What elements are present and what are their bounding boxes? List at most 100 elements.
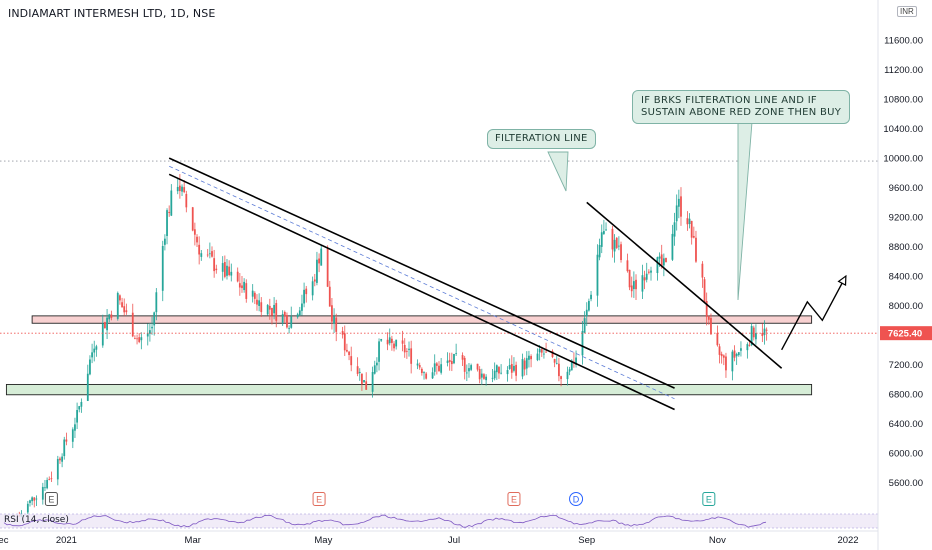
- candle-body: [358, 371, 361, 373]
- candle-body: [108, 314, 111, 320]
- candle-body: [465, 372, 468, 374]
- candle-body: [615, 237, 618, 248]
- candle-body: [318, 258, 320, 264]
- price-tick-label: 6000.00: [889, 449, 923, 460]
- candle-body: [166, 210, 168, 236]
- candle-body: [311, 281, 314, 296]
- candle-body: [241, 285, 243, 289]
- candle-body: [230, 271, 233, 276]
- event-marker-2: E: [507, 492, 521, 506]
- candle-body: [560, 376, 562, 380]
- rsi-band-fill: [0, 514, 878, 528]
- buy-note-line-1: IF BRKS FILTERATION LINE AND IF: [641, 95, 817, 106]
- candle-body: [346, 349, 348, 352]
- event-marker-4: E: [702, 492, 716, 506]
- candle-body: [256, 299, 258, 305]
- candle-body: [536, 353, 539, 361]
- candle-body: [440, 364, 443, 373]
- candle-body: [596, 254, 599, 296]
- candle-body: [528, 355, 530, 360]
- candle-body: [628, 269, 631, 288]
- candle-body: [483, 374, 485, 379]
- candle-body: [575, 357, 577, 365]
- candle-body: [59, 458, 61, 461]
- candle-body: [558, 363, 560, 377]
- candle-body: [365, 381, 368, 390]
- candle-body: [585, 309, 588, 317]
- candle-body: [138, 337, 141, 342]
- candle-body: [530, 356, 532, 360]
- price-tick-label: 9200.00: [889, 213, 923, 224]
- candle-body: [433, 363, 436, 372]
- candle-body: [41, 486, 44, 500]
- candle-body: [178, 185, 181, 192]
- candle-body: [555, 362, 558, 364]
- candle-body: [153, 312, 156, 326]
- candle-body: [581, 330, 584, 356]
- filteration-line-text: FILTERATION LINE: [495, 133, 588, 144]
- candle-body: [196, 236, 198, 243]
- candle-body: [286, 315, 288, 328]
- candle-body: [388, 337, 391, 344]
- price-tick-label: 8400.00: [889, 272, 923, 283]
- candle-body: [104, 322, 106, 329]
- filteration-callout-pointer: [547, 151, 569, 192]
- candle-body: [570, 360, 573, 371]
- candle-body: [635, 279, 637, 290]
- candle-body: [740, 348, 742, 351]
- candle-body: [89, 359, 91, 375]
- candle-body: [656, 257, 659, 274]
- candle-body: [543, 353, 545, 355]
- candle-body: [176, 186, 179, 192]
- candle-body: [333, 316, 335, 324]
- rsi-line: [3, 514, 767, 528]
- candle-body: [268, 305, 271, 310]
- candle-body: [525, 358, 528, 369]
- price-tick-label: 11200.00: [884, 65, 923, 76]
- candle-body: [508, 365, 511, 369]
- candle-body: [755, 333, 757, 340]
- last-price-label: 7625.40: [888, 329, 922, 340]
- candle-body: [288, 327, 290, 329]
- candle-body: [722, 355, 725, 358]
- candle-body: [380, 339, 383, 341]
- candle-body: [523, 360, 526, 370]
- dividend-icon: [569, 492, 584, 506]
- candle-body: [510, 364, 513, 373]
- candle-body: [695, 237, 697, 262]
- candle-body: [701, 263, 704, 278]
- candle-body: [500, 372, 503, 374]
- candle-body: [600, 232, 603, 247]
- candle-body: [74, 424, 76, 431]
- candle-body: [410, 348, 413, 364]
- candle-body: [228, 266, 231, 276]
- filteration-line-callout: FILTERATION LINE: [487, 129, 596, 149]
- projection-arrowhead: [837, 274, 847, 287]
- candle-body: [710, 318, 712, 335]
- event-marker-label: E: [48, 495, 54, 505]
- candle-body: [271, 307, 273, 316]
- candle-body: [686, 218, 689, 225]
- candle-body: [125, 310, 128, 313]
- candle-body: [208, 253, 211, 255]
- candle-body: [673, 222, 676, 237]
- price-tick-label: 11600.00: [884, 36, 923, 47]
- candle-body: [134, 338, 136, 340]
- candle-body: [493, 370, 496, 379]
- currency-badge[interactable]: INR: [897, 6, 917, 17]
- trendline-1: [168, 173, 675, 411]
- event-marker-label: E: [316, 495, 322, 505]
- candle-body: [136, 338, 138, 340]
- rsi-indicator-label[interactable]: RSI (14, close): [4, 515, 69, 525]
- candle-body: [731, 351, 734, 372]
- time-axis[interactable]: Dec 2021 Mar May Jul Sep Nov 2022: [0, 535, 859, 546]
- candle-body: [61, 456, 64, 462]
- candle-body: [515, 364, 517, 376]
- price-axis[interactable]: 5600.006000.006400.006800.007200.007600.…: [877, 0, 932, 550]
- candle-body: [361, 373, 363, 384]
- candle-body: [50, 478, 53, 480]
- candle-body: [658, 256, 661, 259]
- candle-body: [453, 353, 455, 364]
- trendline-0: [168, 157, 675, 389]
